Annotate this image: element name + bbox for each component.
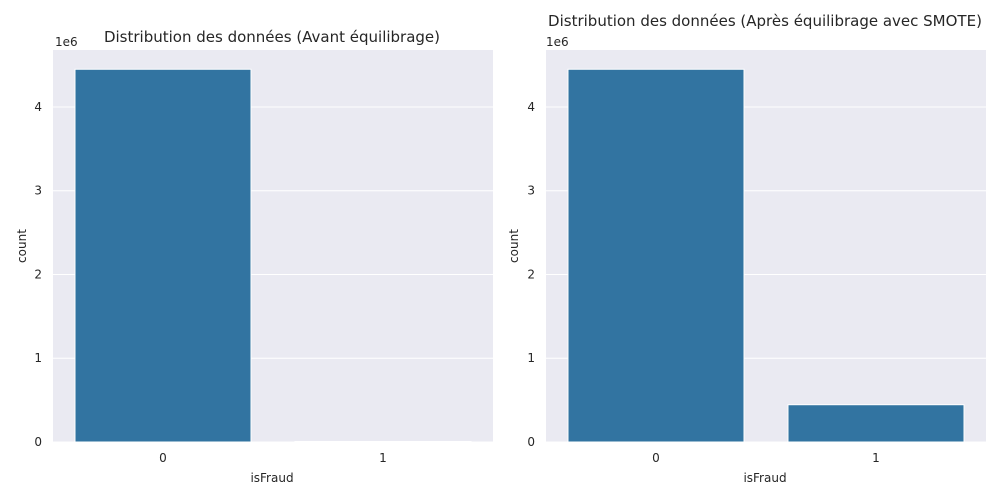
y-tick-label: 0 [34,435,42,449]
y-tick-label: 3 [527,184,535,198]
x-tick-label: 0 [159,451,167,465]
y-tick-label: 2 [527,267,535,281]
bars [74,68,472,443]
y-tick-label: 1 [34,351,42,365]
chart-before-balancing: Distribution des données (Avant équilibr… [15,28,493,485]
chart-title: Distribution des données (Après équilibr… [548,12,982,30]
y-offset-label: 1e6 [55,35,78,49]
bar-1 [787,404,965,443]
y-tick-label: 2 [34,267,42,281]
y-tick-label: 3 [34,184,42,198]
y-tick-label: 0 [527,435,535,449]
chart-after-smote: Distribution des données (Après équilibr… [507,12,986,485]
y-tick-label: 4 [527,100,535,114]
y-tick-label: 4 [34,100,42,114]
bar-0 [74,68,252,443]
x-tick-label: 1 [872,451,880,465]
x-tick-label: 1 [379,451,387,465]
bars [567,68,965,443]
x-axis-label: isFraud [743,471,786,485]
x-axis-label: isFraud [250,471,293,485]
bar-1 [294,440,472,443]
y-axis-label: count [507,229,521,263]
x-tick-label: 0 [652,451,660,465]
chart-title: Distribution des données (Avant équilibr… [104,28,440,46]
y-tick-labels: 0 1 2 3 4 [527,100,535,449]
y-tick-label: 1 [527,351,535,365]
y-offset-label: 1e6 [546,35,569,49]
y-tick-labels: 0 1 2 3 4 [34,100,42,449]
y-axis-label: count [15,229,29,263]
bar-0 [567,68,745,443]
